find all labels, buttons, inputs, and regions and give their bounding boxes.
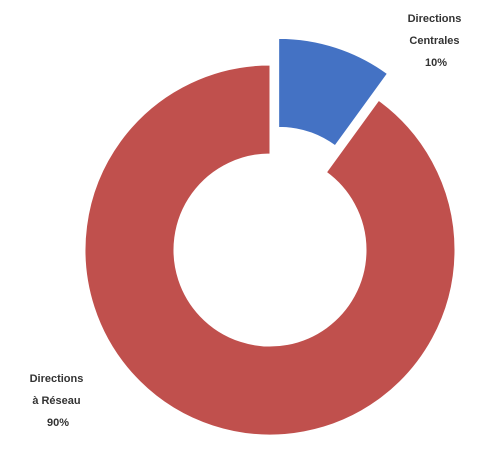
- donut-slice-0: [278, 37, 389, 147]
- label-value: 10%: [425, 57, 447, 69]
- label-value: 90%: [47, 417, 69, 429]
- donut-slices: [84, 37, 456, 436]
- label-line: Centrales: [409, 35, 459, 47]
- label-directions-a-reseau: Directions à Réseau 90%: [30, 373, 87, 429]
- slice-labels: Directions Centrales 10% Directions à Ré…: [30, 13, 465, 429]
- label-directions-centrales: Directions Centrales 10%: [408, 13, 465, 69]
- label-line: Directions: [408, 13, 462, 25]
- donut-slice-1: [84, 64, 456, 436]
- label-line: à Réseau: [32, 395, 80, 407]
- label-line: Directions: [30, 373, 84, 385]
